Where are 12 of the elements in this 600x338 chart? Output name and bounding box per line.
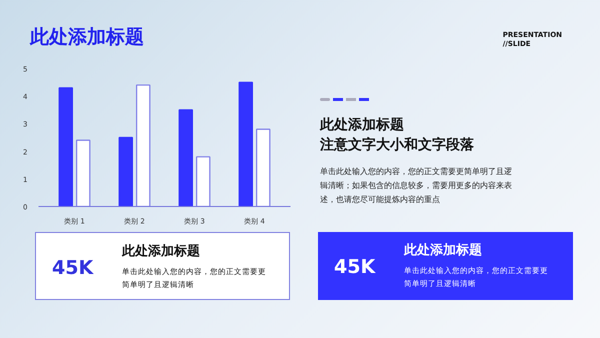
bar [238,82,253,206]
bar [58,87,73,206]
bar [178,109,193,206]
text: 注意文字大小和文字段落 [320,137,474,153]
text: 此处添加标题 [122,243,200,261]
text: 此处添加标题 [30,25,144,50]
text: 单击此处输入您的内容，您的正文需要更简单明了且逻辑清晰；如果包含的信息较多，需要用更多的内容来表述，也请您尽可能提炼内容的重点 [320,166,513,206]
text: 45K [52,256,94,281]
text: 此处添加标题 [320,117,404,133]
text: 此处添加标题 [404,242,482,260]
bar [118,136,133,206]
text: 45K [334,255,376,280]
